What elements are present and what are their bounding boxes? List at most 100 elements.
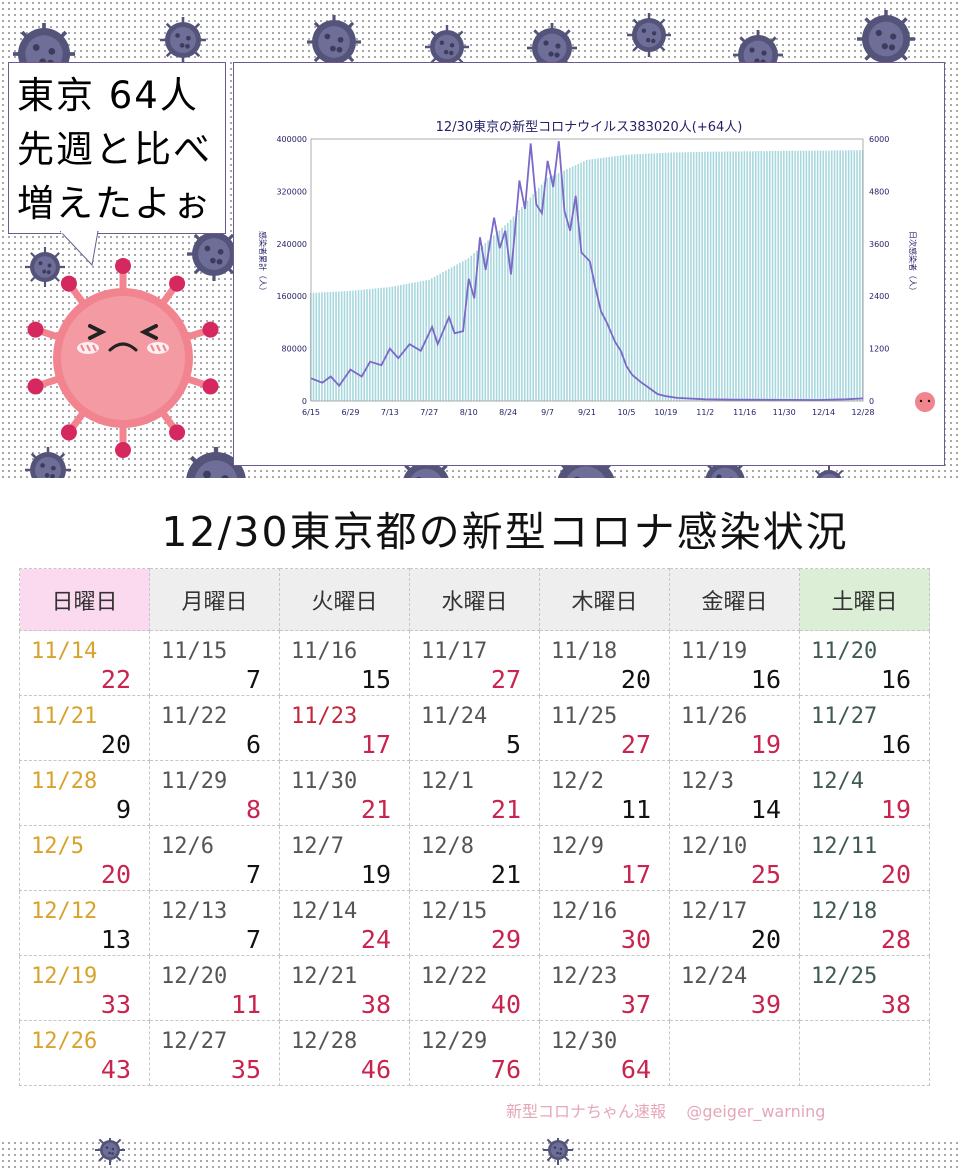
y-axis-right-label: 日次感染者（人）	[908, 231, 918, 295]
calendar-date: 11/29	[161, 769, 228, 794]
calendar-case-count: 19	[880, 795, 911, 824]
calendar-day-cell: 12/4 19	[799, 760, 930, 826]
cumulative-bar	[839, 150, 841, 401]
calendar-day-cell: 12/17 20	[669, 890, 800, 956]
cumulative-bar	[853, 150, 856, 401]
calendar-day-cell: 11/16 15	[279, 630, 410, 696]
cumulative-bar	[464, 259, 467, 401]
calendar-case-count: 11	[230, 990, 261, 1019]
virus-icon	[25, 247, 65, 287]
cumulative-bar	[698, 151, 701, 401]
cumulative-bar	[349, 290, 351, 401]
cumulative-bar	[715, 151, 718, 401]
speech-bubble-tail	[60, 231, 99, 267]
calendar-day-cell: 11/21 20	[19, 695, 150, 761]
calendar-date: 11/18	[551, 639, 618, 664]
cumulative-bar	[473, 253, 475, 401]
calendar-day-cell: 12/7 19	[279, 825, 410, 891]
calendar-week-row: 12/5 20 12/6 7 12/7 19 12/8 21 12/9 17 12/10 25 12/1…	[19, 825, 930, 891]
calendar-week-row: 12/19 33 12/20 11 12/21 38 12/22 40 12/23 37 12/24…	[19, 955, 930, 1021]
calendar-day-cell: 11/15 7	[149, 630, 280, 696]
cumulative-bar	[830, 150, 833, 401]
cumulative-bar	[371, 288, 374, 401]
cumulative-bar	[845, 150, 847, 401]
cumulative-bar	[639, 154, 642, 401]
calendar-day-cell: 11/19 16	[669, 630, 800, 696]
calendar-date: 12/6	[161, 834, 214, 859]
cumulative-bar	[794, 150, 796, 401]
cumulative-bar	[690, 152, 692, 401]
calendar-date: 12/11	[811, 834, 878, 859]
cumulative-bar	[802, 150, 805, 401]
calendar-date: 11/26	[681, 704, 748, 729]
cumulative-bar	[318, 292, 320, 401]
cumulative-bar	[859, 150, 861, 401]
cumulative-bar	[591, 159, 594, 401]
calendar-date: 12/16	[551, 899, 618, 924]
mascot-virus-icon	[27, 258, 219, 458]
cumulative-bar	[856, 150, 858, 401]
cumulative-bar	[712, 151, 715, 401]
cumulative-bar	[560, 171, 563, 401]
cumulative-bar	[529, 197, 532, 401]
calendar-date: 12/10	[681, 834, 748, 859]
cumulative-bar	[540, 184, 543, 401]
calendar-day-cell: 12/24 39	[669, 955, 800, 1021]
cumulative-bar	[625, 154, 627, 401]
speech-line-2: 先週と比べ	[17, 128, 212, 171]
cumulative-bar	[383, 287, 385, 401]
calendar-case-count: 30	[620, 925, 651, 954]
cumulative-bar	[808, 150, 810, 401]
calendar-date: 11/22	[161, 704, 228, 729]
cumulative-bar	[357, 290, 360, 401]
cumulative-bar	[312, 292, 315, 401]
cumulative-bar	[428, 279, 430, 401]
x-tick-label: 8/10	[460, 408, 478, 417]
cumulative-bar	[771, 151, 774, 401]
cumulative-bar	[850, 150, 853, 401]
daily-cases-line	[310, 141, 864, 401]
cumulative-bar	[594, 158, 596, 401]
cumulative-bar	[588, 159, 591, 401]
cumulative-bar	[723, 151, 726, 401]
calendar-date: 12/19	[31, 964, 98, 989]
y-left-tick-label: 320000	[276, 187, 307, 196]
calendar-day-cell: 11/30 21	[279, 760, 410, 826]
y-left-tick-label: 400000	[276, 135, 307, 144]
cumulative-bar	[416, 281, 419, 401]
y-right-tick-label: 0	[869, 397, 874, 406]
calendar-day-cell: 11/22 6	[149, 695, 280, 761]
calendar-day-cell: 11/18 20	[539, 630, 670, 696]
calendar-date: 12/24	[681, 964, 748, 989]
cumulative-bar	[701, 151, 703, 401]
weekday-header: 日曜日	[19, 568, 150, 631]
calendar-case-count: 21	[490, 860, 521, 889]
cumulative-bar	[476, 250, 478, 401]
virus-icon	[95, 1135, 125, 1165]
cumulative-bar	[605, 157, 608, 401]
cumulative-bar	[659, 153, 661, 401]
x-tick-label: 12/14	[812, 408, 835, 417]
calendar-day-cell: 11/17 27	[409, 630, 540, 696]
speech-line-1: 東京 64人	[17, 74, 199, 117]
calendar-day-cell: 12/22 40	[409, 955, 540, 1021]
calendar-day-cell: 12/12 13	[19, 890, 150, 956]
cumulative-bar	[552, 175, 554, 401]
cumulative-bar	[636, 154, 639, 401]
calendar-case-count: 6	[245, 730, 261, 759]
cumulative-bar	[732, 151, 734, 401]
calendar-day-cell: 12/21 38	[279, 955, 410, 1021]
cumulative-bar	[532, 194, 534, 401]
y-right-tick-label: 1200	[869, 345, 889, 354]
cumulative-bar	[484, 243, 487, 401]
calendar-day-cell: 11/24 5	[409, 695, 540, 761]
calendar-case-count: 16	[750, 665, 781, 694]
footer-source: 新型コロナちゃん速報	[506, 1102, 667, 1121]
calendar-case-count: 17	[360, 730, 391, 759]
cumulative-bar	[521, 206, 523, 401]
cumulative-bar	[653, 153, 656, 401]
calendar-day-cell: 12/11 20	[799, 825, 930, 891]
calendar-case-count: 38	[880, 990, 911, 1019]
cumulative-bar	[563, 170, 565, 401]
calendar-day-cell: 12/10 25	[669, 825, 800, 891]
